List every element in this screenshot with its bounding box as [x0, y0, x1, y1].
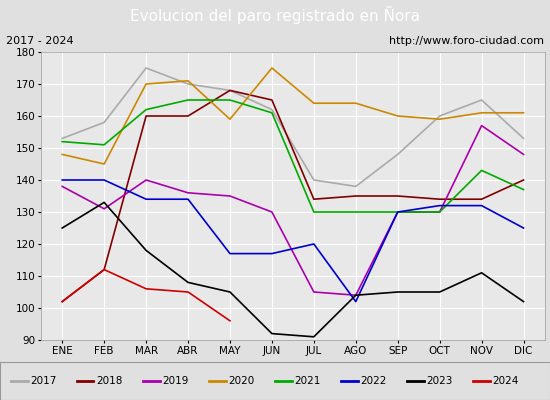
Text: Evolucion del paro registrado en Ñora: Evolucion del paro registrado en Ñora — [130, 6, 420, 24]
Text: 2022: 2022 — [360, 376, 387, 386]
Text: 2018: 2018 — [96, 376, 123, 386]
Text: 2021: 2021 — [294, 376, 321, 386]
Text: 2017 - 2024: 2017 - 2024 — [6, 36, 73, 46]
Text: 2019: 2019 — [162, 376, 189, 386]
Text: 2017: 2017 — [30, 376, 57, 386]
Text: 2020: 2020 — [228, 376, 255, 386]
Text: 2023: 2023 — [426, 376, 453, 386]
Text: http://www.foro-ciudad.com: http://www.foro-ciudad.com — [389, 36, 544, 46]
Text: 2024: 2024 — [492, 376, 519, 386]
